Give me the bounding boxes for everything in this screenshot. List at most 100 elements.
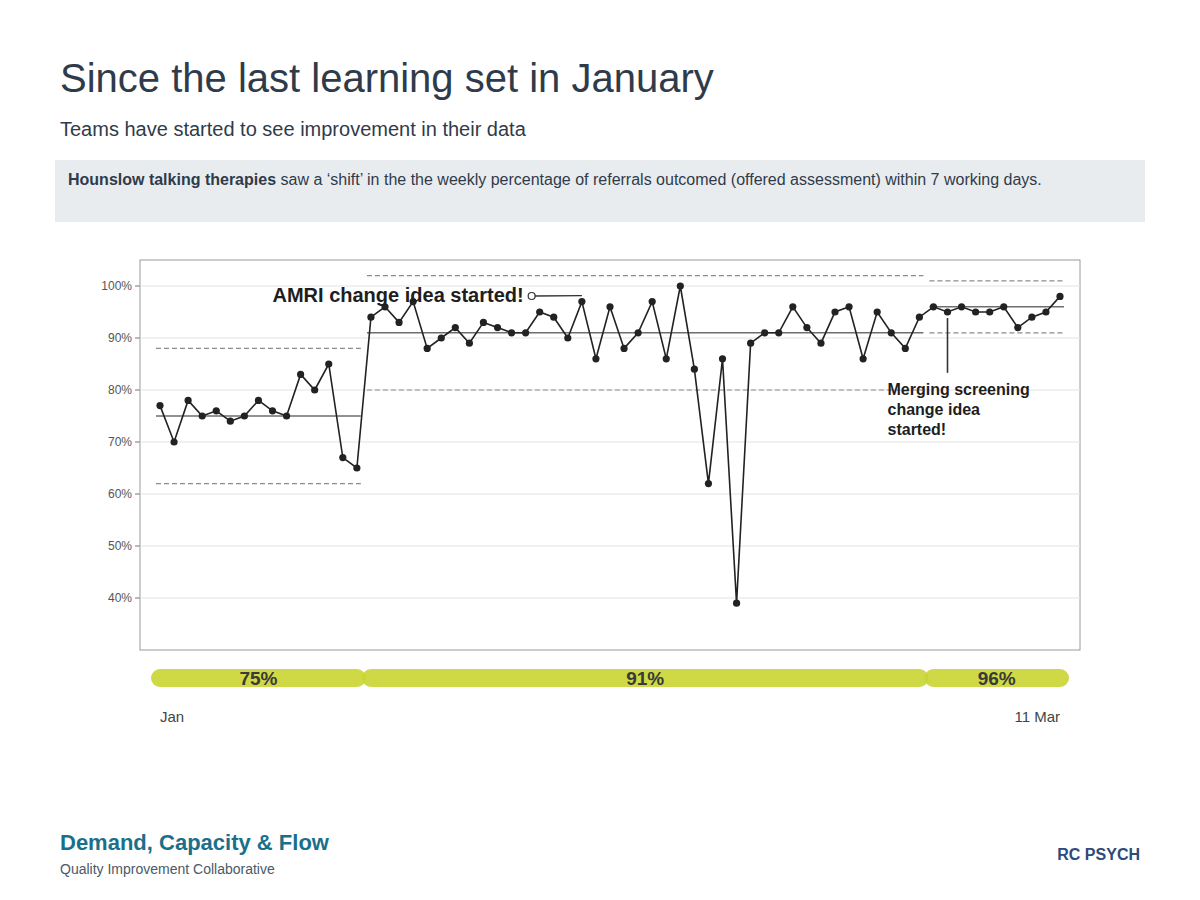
data-point xyxy=(705,480,712,487)
description-box xyxy=(55,160,1145,222)
control-limit xyxy=(156,348,361,349)
text-run: started! xyxy=(888,421,947,438)
data-point xyxy=(986,308,993,315)
annotations: AMRI change idea started! Merging screeni… xyxy=(273,284,1030,438)
data-point xyxy=(677,282,684,289)
data-point xyxy=(606,303,613,310)
data-point xyxy=(283,412,290,419)
y-tick xyxy=(135,546,140,547)
data-point xyxy=(185,397,192,404)
data-point xyxy=(649,298,656,305)
data-line xyxy=(160,286,1060,603)
annotation: AMRI change idea started! xyxy=(273,284,524,306)
text-run: Hounslow talking therapies xyxy=(68,171,276,188)
data-point xyxy=(367,314,374,321)
grid-line xyxy=(140,442,1080,443)
y-tick xyxy=(135,390,140,391)
annotation: Merging screening change idea started! xyxy=(888,381,1030,438)
description: Hounslow talking therapiessaw a ‘shift’ … xyxy=(68,171,1042,188)
data-point xyxy=(691,366,698,373)
y-tick xyxy=(135,338,140,339)
data-point xyxy=(494,324,501,331)
grid-line xyxy=(140,338,1080,339)
data-point xyxy=(325,360,332,367)
data-point xyxy=(297,371,304,378)
phase-label: 91% xyxy=(626,668,664,689)
logo: RC PSYCH xyxy=(1057,846,1140,863)
slide-background xyxy=(0,0,1200,900)
data-point xyxy=(874,308,881,315)
data-point xyxy=(536,308,543,315)
phase-label: 96% xyxy=(978,668,1016,689)
data-point xyxy=(269,407,276,414)
data-point xyxy=(522,329,529,336)
data-point xyxy=(1056,293,1063,300)
data-point xyxy=(860,355,867,362)
data-point xyxy=(888,329,895,336)
control-limit xyxy=(367,275,923,276)
slide-title: Since the last learning set in January xyxy=(60,56,714,100)
data-point xyxy=(831,308,838,315)
data-point xyxy=(170,438,177,445)
data-point xyxy=(311,386,318,393)
footer-subtitle: Quality Improvement Collaborative xyxy=(60,861,275,877)
data-point xyxy=(1042,308,1049,315)
plot-data xyxy=(156,276,1064,607)
wrapped-text: Merging screening change idea started! xyxy=(888,381,1030,438)
data-point xyxy=(255,397,262,404)
data-point xyxy=(719,355,726,362)
data-point xyxy=(438,334,445,341)
data-point xyxy=(564,334,571,341)
data-point xyxy=(817,340,824,347)
text-run: Merging screening xyxy=(888,381,1030,398)
chart: 40%50%60%70%80%90%100%75%91%96%Jan11 Mar xyxy=(101,260,1080,725)
slide: Since the last learning set in January Te… xyxy=(0,0,1200,900)
data-point xyxy=(635,329,642,336)
data-point xyxy=(747,340,754,347)
annotation-arrow xyxy=(535,295,582,297)
y-tick-label: 90% xyxy=(108,331,132,345)
data-point xyxy=(452,324,459,331)
data-point xyxy=(902,345,909,352)
data-point xyxy=(241,412,248,419)
data-point xyxy=(395,319,402,326)
data-point xyxy=(578,298,585,305)
grid-line xyxy=(140,546,1080,547)
data-point xyxy=(466,340,473,347)
control-limit xyxy=(929,280,1064,281)
data-point xyxy=(213,407,220,414)
y-tick-label: 60% xyxy=(108,487,132,501)
data-point xyxy=(1028,314,1035,321)
median-line xyxy=(367,332,923,333)
y-tick-label: 100% xyxy=(101,279,132,293)
data-point xyxy=(620,345,627,352)
y-tick xyxy=(135,442,140,443)
x-tick-label: 11 Mar xyxy=(1014,708,1060,725)
annotation-dot xyxy=(528,293,535,300)
data-point xyxy=(803,324,810,331)
data-point xyxy=(789,303,796,310)
y-tick-label: 70% xyxy=(108,435,132,449)
annotation-arrow xyxy=(947,318,949,373)
data-point xyxy=(199,412,206,419)
data-point xyxy=(480,319,487,326)
data-point xyxy=(227,418,234,425)
data-point xyxy=(424,345,431,352)
data-point xyxy=(663,355,670,362)
median-line xyxy=(156,415,361,416)
data-point xyxy=(733,600,740,607)
slide-subtitle: Teams have started to see improvement in… xyxy=(60,118,527,140)
text-run: change idea xyxy=(888,401,981,418)
data-point xyxy=(930,303,937,310)
phase-label: 75% xyxy=(239,668,277,689)
data-point xyxy=(845,303,852,310)
control-limit xyxy=(367,389,923,390)
data-point xyxy=(508,329,515,336)
grid-line xyxy=(140,598,1080,599)
data-point xyxy=(958,303,965,310)
data-point xyxy=(550,314,557,321)
x-tick-label: Jan xyxy=(160,708,184,725)
data-point xyxy=(1014,324,1021,331)
median-line xyxy=(929,306,1064,307)
y-tick xyxy=(135,598,140,599)
